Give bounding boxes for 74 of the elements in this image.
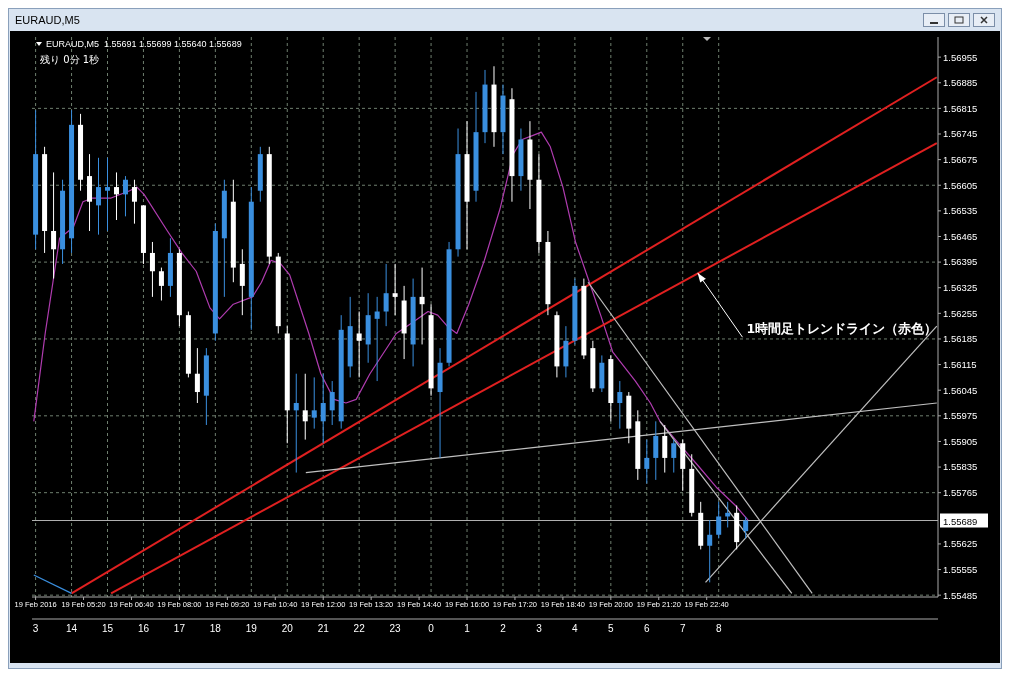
candlestick [239, 248, 245, 316]
candlestick [194, 347, 200, 404]
x2-tick-label: 1 [464, 623, 471, 635]
candlestick [356, 311, 362, 378]
y-tick-label: 1.56465 [943, 230, 978, 242]
candlestick [320, 373, 326, 444]
ref-line-label: 1.55689 [943, 515, 978, 527]
candlestick [707, 519, 713, 583]
y-tick-label: 1.55835 [943, 461, 978, 473]
candlestick [329, 380, 335, 426]
x2-tick-label: 6 [644, 623, 650, 635]
candlestick [671, 439, 677, 474]
y-tick-label: 1.55765 [943, 487, 978, 499]
y-tick-label: 1.56815 [943, 102, 978, 114]
candlestick [644, 439, 650, 485]
y-tick-label: 1.56045 [943, 384, 978, 396]
x2-tick-label: 17 [173, 623, 186, 635]
x2-tick-label: 5 [608, 623, 615, 635]
candlestick [51, 171, 57, 280]
y-tick-label: 1.56605 [943, 179, 978, 191]
x2-tick-label: 2 [500, 623, 507, 635]
candlestick [122, 175, 128, 217]
candlestick [311, 376, 317, 430]
y-tick-label: 1.55485 [943, 589, 978, 601]
x2-tick-label: 21 [317, 623, 330, 635]
x2-tick-label: 20 [281, 623, 294, 635]
annotation: EURAUD,M5 1.55691 1.55699 1.55640 1.55689 [46, 39, 242, 49]
candlestick [158, 267, 164, 302]
x2-tick-label: 18 [209, 623, 222, 635]
chart-title: EURAUD,M5 [15, 14, 80, 26]
candlestick [113, 171, 119, 221]
x2-tick-label: 15 [101, 623, 114, 635]
x2-tick-label: 0 [428, 623, 435, 635]
candlestick [374, 296, 380, 382]
candlestick [743, 516, 749, 539]
y-tick-label: 1.56955 [943, 51, 978, 63]
y-tick-label: 1.56745 [943, 128, 978, 140]
y-tick-label: 1.55625 [943, 538, 978, 550]
candlestick [383, 263, 389, 327]
x2-tick-label: 3 [32, 623, 39, 635]
candlestick [96, 157, 102, 236]
y-tick-label: 1.56115 [943, 358, 977, 370]
candlestick [293, 373, 299, 474]
x2-tick-label: 7 [679, 623, 686, 635]
candlestick [653, 420, 659, 481]
y-tick-label: 1.56675 [943, 153, 978, 165]
x2-tick-label: 16 [137, 623, 150, 635]
y-tick-label: 1.56255 [943, 307, 978, 319]
candlestick [392, 263, 398, 316]
y-tick-label: 1.55975 [943, 410, 978, 422]
candlestick [302, 373, 308, 441]
x2-tick-label: 19 [245, 623, 258, 635]
candlestick [131, 179, 137, 225]
y-tick-label: 1.56535 [943, 205, 978, 217]
annotation: 残り 0分 1秒 [40, 54, 100, 65]
candlestick [419, 267, 425, 345]
y-tick-label: 1.56325 [943, 282, 978, 294]
y-tick-label: 1.56395 [943, 256, 978, 268]
x2-tick-label: 23 [389, 623, 402, 635]
candlestick [662, 424, 668, 474]
x2-tick-label: 8 [715, 623, 722, 635]
x2-tick-label: 14 [65, 623, 78, 635]
y-tick-label: 1.55905 [943, 435, 978, 447]
candlestick [617, 380, 623, 430]
x2-tick-label: 22 [353, 623, 366, 635]
candlestick [716, 501, 722, 539]
y-tick-label: 1.56885 [943, 77, 978, 89]
annotation: 1時間足トレンドライン（赤色） [746, 321, 938, 337]
y-tick-label: 1.55555 [943, 563, 978, 575]
y-tick-label: 1.56185 [943, 333, 978, 345]
x2-tick-label: 3 [536, 623, 543, 635]
x2-tick-label: 4 [572, 623, 579, 635]
candlestick [105, 157, 110, 232]
candlestick [149, 241, 155, 298]
